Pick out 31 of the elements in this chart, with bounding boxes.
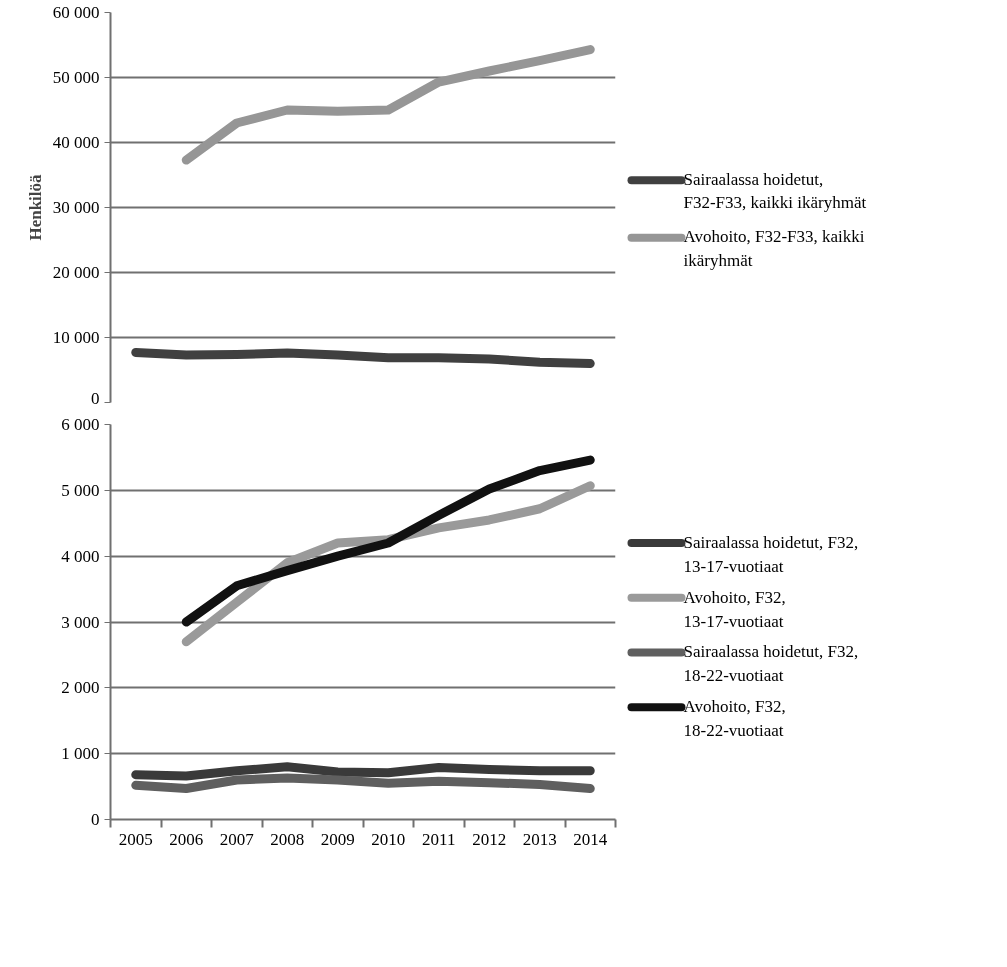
y-tick-label: 5 000 (61, 480, 100, 500)
y-tick-label: 10 000 (52, 328, 100, 347)
y-tick-label: 6 000 (61, 415, 100, 434)
x-tick-label: 2008 (270, 829, 305, 849)
x-tick-label: 2014 (573, 829, 608, 849)
x-tick-label: 2007 (219, 829, 255, 849)
legend-label: Avohoito, F32-F33, kaikki ikäryhmät (683, 227, 865, 271)
x-tick-label: 2010 (371, 829, 406, 849)
y-tick-label: 4 000 (61, 546, 100, 566)
x-tick-label: 2011 (422, 829, 456, 849)
x-tick-label: 2012 (472, 829, 507, 849)
legend-label: Avohoito, F32, 18-22-vuotiaat (683, 697, 786, 740)
legend-label: Sairaalassa hoidetut, F32, 18-22-vuotiaat (683, 642, 859, 686)
y-tick-label: 50 000 (52, 68, 100, 87)
y-tick-label: 0 (91, 388, 100, 408)
y-tick-label: 1 000 (61, 744, 100, 764)
y-tick-label: 0 (91, 810, 100, 829)
x-tick-label: 2013 (522, 829, 557, 849)
y-tick-label: 20 000 (52, 263, 100, 282)
y-tick-label: 3 000 (61, 612, 100, 632)
x-tick-label: 2009 (320, 829, 355, 849)
legend-label: Sairaalassa hoidetut, F32-F33, kaikki ikäryhmät (683, 169, 867, 213)
y-tick-label: 30 000 (52, 198, 100, 217)
y-tick-label: 60 000 (52, 3, 100, 22)
legend-label: Avohoito, F32, 13-17-vuotiaat (683, 587, 786, 631)
y-tick-label: 2 000 (61, 678, 100, 698)
legend-label: Sairaalassa hoidetut, F32, 13-17-vuotiaat (683, 533, 859, 576)
x-tick-label: 2005 (118, 829, 153, 849)
y-axis-title: Henkilöä (25, 173, 45, 241)
y-tick-label: 40 000 (52, 133, 100, 152)
x-tick-label: 2006 (169, 829, 204, 849)
